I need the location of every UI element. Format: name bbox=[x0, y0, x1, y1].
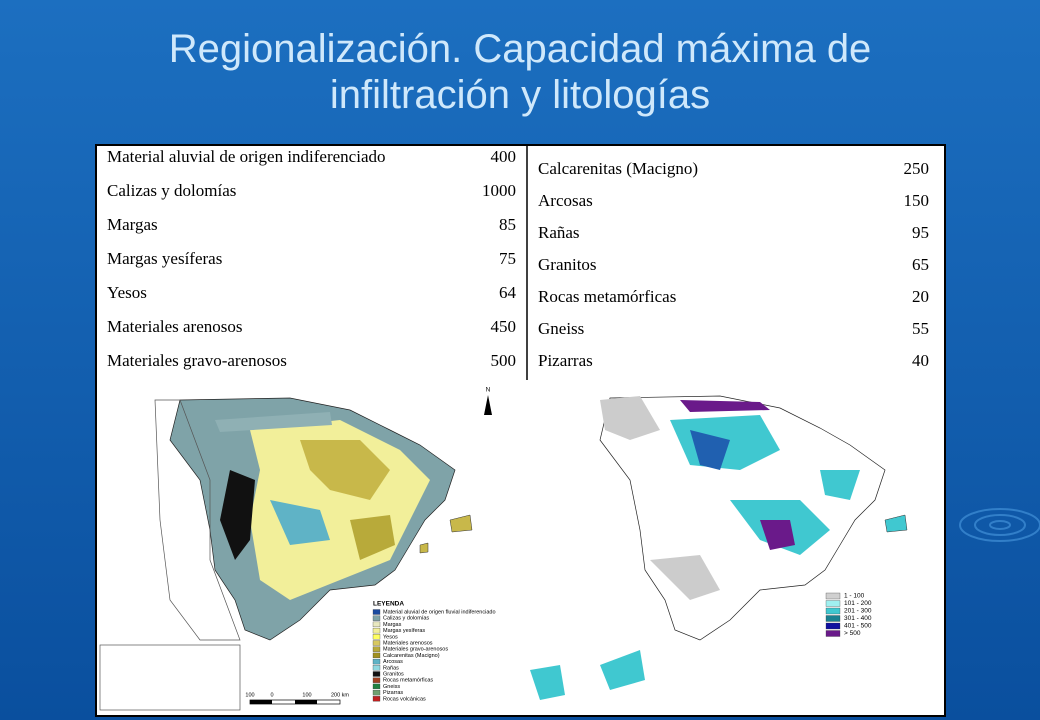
legend-label: Materiales gravo-arenosos bbox=[383, 647, 448, 653]
ripple-decoration bbox=[959, 508, 1040, 542]
legend-swatch bbox=[372, 683, 381, 690]
legend-label: Rocas metamórficas bbox=[383, 678, 433, 684]
legend-swatch bbox=[372, 652, 381, 659]
lithology-name: Material aluvial de origen indiferenciad… bbox=[107, 147, 386, 166]
scale-label: 100 bbox=[302, 692, 311, 698]
infiltration-value: 65 bbox=[912, 255, 929, 274]
lithology-name: Rocas metamórficas bbox=[538, 287, 676, 306]
infiltration-value: 400 bbox=[491, 147, 517, 166]
lithology-name: Gneiss bbox=[538, 319, 584, 338]
legend-label: Yesos bbox=[383, 634, 398, 640]
legend-swatch bbox=[372, 689, 381, 696]
legend-title: LEYENDA bbox=[373, 601, 404, 608]
infiltration-value: 64 bbox=[499, 283, 517, 302]
legend-label: Calizas y dolomías bbox=[383, 616, 429, 622]
lithology-name: Calizas y dolomías bbox=[107, 181, 236, 200]
legend-swatch bbox=[825, 600, 841, 607]
legend-label: 201 - 300 bbox=[844, 608, 872, 615]
legend-label: Rocas volcánicas bbox=[383, 696, 426, 702]
north-label: N bbox=[486, 387, 491, 394]
legend-swatch bbox=[372, 627, 381, 634]
legend-swatch bbox=[825, 630, 841, 637]
legend-label: 401 - 500 bbox=[844, 623, 872, 630]
legend-swatch bbox=[372, 640, 381, 646]
legend-label: Material aluvial de origen fluvial indif… bbox=[383, 609, 496, 615]
infiltration-value: 75 bbox=[499, 249, 516, 268]
infiltration-value: 40 bbox=[912, 351, 929, 370]
lithology-name: Margas bbox=[107, 215, 158, 234]
lithology-name: Margas yesíferas bbox=[107, 249, 222, 268]
legend-swatch bbox=[825, 615, 841, 622]
infiltration-value: 250 bbox=[904, 159, 930, 178]
legend-label: Pizarras bbox=[383, 690, 403, 696]
legend-swatch bbox=[372, 658, 381, 665]
legend-label: Calcarenitas (Macigno) bbox=[383, 653, 440, 659]
scale-label: 0 bbox=[270, 692, 273, 698]
lithology-name: Rañas bbox=[538, 223, 580, 242]
lithology-name: Materiales gravo-arenosos bbox=[107, 351, 287, 370]
lithology-name: Yesos bbox=[107, 283, 147, 302]
lithology-name: Arcosas bbox=[538, 191, 593, 210]
legend-swatch bbox=[372, 671, 381, 677]
infiltration-value: 1000 bbox=[482, 181, 516, 200]
legend-label: Granitos bbox=[383, 671, 404, 677]
legend-label: Arcosas bbox=[383, 659, 403, 665]
legend-swatch bbox=[825, 592, 841, 600]
legend-swatch bbox=[372, 621, 381, 628]
slide-title: Regionalización. Capacidad máxima de infi… bbox=[169, 27, 872, 117]
legend-label: Materiales arenosos bbox=[383, 640, 433, 646]
infiltration-value: 85 bbox=[499, 215, 516, 234]
infiltration-value: 55 bbox=[912, 319, 929, 338]
infiltration-map bbox=[530, 395, 908, 700]
legend-swatch bbox=[372, 646, 381, 652]
legend-swatch bbox=[372, 609, 381, 615]
lithology-map bbox=[99, 395, 492, 711]
lithology-name: Granitos bbox=[538, 255, 597, 274]
legend-swatch bbox=[372, 677, 381, 683]
legend-label: > 500 bbox=[844, 630, 861, 637]
infiltration-value: 500 bbox=[491, 351, 517, 370]
scale-label: 200 km bbox=[331, 692, 349, 698]
legend-swatch bbox=[372, 615, 381, 621]
legend-label: Margas bbox=[383, 622, 402, 628]
infiltration-value: 20 bbox=[912, 287, 929, 306]
legend-label: Rañas bbox=[383, 665, 399, 671]
lithology-name: Pizarras bbox=[538, 351, 593, 370]
lithology-name: Materiales arenosos bbox=[107, 317, 242, 336]
legend-label: 101 - 200 bbox=[844, 600, 872, 607]
legend-swatch bbox=[825, 607, 841, 615]
lithology-name: Calcarenitas (Macigno) bbox=[538, 159, 698, 178]
legend-label: Margas yesíferas bbox=[383, 628, 425, 634]
legend-swatch bbox=[825, 622, 841, 630]
legend-label: 1 - 100 bbox=[844, 593, 865, 600]
legend-swatch bbox=[372, 634, 381, 640]
legend-label: Gneiss bbox=[383, 684, 400, 690]
infiltration-value: 450 bbox=[491, 317, 517, 336]
scale-label: 100 bbox=[245, 692, 254, 698]
legend-label: 301 - 400 bbox=[844, 615, 872, 622]
legend-swatch bbox=[372, 696, 381, 702]
legend-swatch bbox=[372, 665, 381, 671]
infiltration-value: 95 bbox=[912, 223, 929, 242]
infiltration-value: 150 bbox=[904, 191, 930, 210]
